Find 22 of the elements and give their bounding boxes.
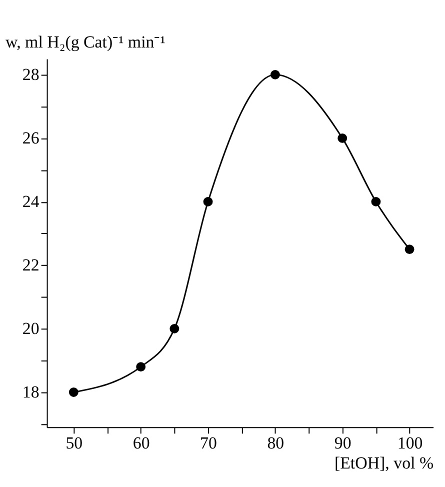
x-axis-title: [EtOH], vol % [334, 453, 434, 472]
y-tick-label: 20 [22, 319, 40, 338]
point [371, 196, 381, 206]
y-axis-title: w, ml H₂(g Cat)⁻¹ min⁻¹ [5, 32, 166, 52]
y-tick-label: 26 [22, 128, 40, 148]
point [68, 388, 78, 397]
x-tick-label: 70 [200, 434, 217, 453]
x-tick-label: 90 [334, 434, 352, 453]
y-tick-label: 22 [22, 256, 40, 275]
point [136, 362, 146, 372]
y-tick-label: 24 [22, 192, 40, 212]
x-tick-label: 80 [267, 434, 284, 453]
x-tick-label: 100 [397, 434, 423, 453]
y-tick-label: 18 [22, 382, 40, 402]
point [338, 133, 348, 143]
x-tick-label: 60 [132, 434, 150, 453]
point [170, 324, 180, 334]
point [404, 244, 414, 254]
y-tick-label: 28 [22, 65, 40, 84]
point [203, 196, 213, 206]
x-tick-label: 50 [66, 434, 83, 453]
point [270, 70, 280, 80]
